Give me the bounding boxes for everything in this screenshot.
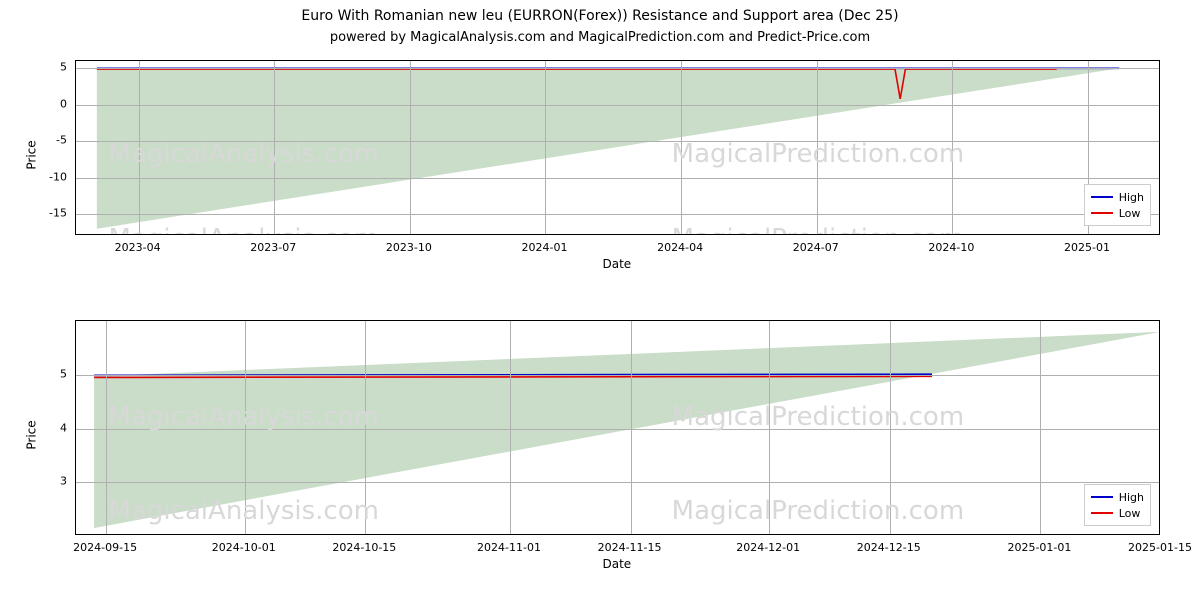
chart-title: Euro With Romanian new leu (EURRON(Forex…: [0, 8, 1200, 24]
gridline-h: [76, 68, 1159, 69]
xtick-label: 2023-10: [386, 241, 432, 254]
xtick-label: 2024-12-01: [736, 541, 800, 554]
legend-line-icon: [1091, 196, 1113, 198]
legend-label: Low: [1119, 207, 1141, 220]
chart-panel-top: MagicalAnalysis.com MagicalPrediction.co…: [75, 60, 1160, 235]
bottom-ylabel: Price: [24, 420, 38, 449]
gridline-h: [76, 178, 1159, 179]
xtick-label: 2025-01-01: [1007, 541, 1071, 554]
top-svg: [76, 61, 1159, 234]
xtick-label: 2025-01: [1064, 241, 1110, 254]
ytick-label: 5: [35, 61, 67, 74]
gridline-v: [817, 61, 818, 234]
gridline-v: [952, 61, 953, 234]
gridline-v: [365, 321, 366, 534]
xtick-label: 2024-01: [521, 241, 567, 254]
xtick-label: 2024-07: [793, 241, 839, 254]
gridline-h: [76, 482, 1159, 483]
ytick-label: 0: [35, 97, 67, 110]
xtick-label: 2024-04: [657, 241, 703, 254]
ytick-label: -15: [35, 207, 67, 220]
plot-area-top: MagicalAnalysis.com MagicalPrediction.co…: [76, 61, 1159, 234]
xtick-label: 2024-09-15: [73, 541, 137, 554]
gridline-v: [769, 321, 770, 534]
gridline-v: [545, 61, 546, 234]
gridline-v: [245, 321, 246, 534]
ytick-label: 3: [35, 475, 67, 488]
legend-label: High: [1119, 491, 1144, 504]
gridline-v: [106, 321, 107, 534]
xtick-label: 2024-10: [928, 241, 974, 254]
legend-label: Low: [1119, 507, 1141, 520]
top-ylabel: Price: [24, 140, 38, 169]
ytick-label: -5: [35, 134, 67, 147]
ytick-label: 5: [35, 367, 67, 380]
gridline-v: [631, 321, 632, 534]
gridline-h: [76, 141, 1159, 142]
bottom-xlabel: Date: [603, 557, 632, 571]
legend-item: High: [1091, 489, 1144, 505]
ytick-label: -10: [35, 170, 67, 183]
xtick-label: 2023-07: [250, 241, 296, 254]
legend-line-icon: [1091, 512, 1113, 514]
top-xlabel: Date: [603, 257, 632, 271]
gridline-v: [1040, 321, 1041, 534]
legend-bottom: High Low: [1084, 484, 1151, 526]
chart-subtitle: powered by MagicalAnalysis.com and Magic…: [0, 30, 1200, 45]
gridline-h: [76, 375, 1159, 376]
xtick-label: 2023-04: [115, 241, 161, 254]
gridline-v: [890, 321, 891, 534]
gridline-v: [139, 61, 140, 234]
legend-item: Low: [1091, 505, 1144, 521]
gridline-h: [76, 429, 1159, 430]
gridline-v: [510, 321, 511, 534]
chart-panel-bottom: MagicalAnalysis.com MagicalPrediction.co…: [75, 320, 1160, 535]
legend-line-icon: [1091, 212, 1113, 214]
xtick-label: 2024-12-15: [857, 541, 921, 554]
gridline-v: [681, 61, 682, 234]
gridline-h: [76, 214, 1159, 215]
gridline-h: [76, 105, 1159, 106]
gridline-v: [274, 61, 275, 234]
xtick-label: 2024-11-15: [598, 541, 662, 554]
xtick-label: 2024-11-01: [477, 541, 541, 554]
legend-label: High: [1119, 191, 1144, 204]
legend-top: High Low: [1084, 184, 1151, 226]
bottom-svg: [76, 321, 1159, 534]
gridline-v: [410, 61, 411, 234]
ytick-label: 4: [35, 421, 67, 434]
legend-item: Low: [1091, 205, 1144, 221]
legend-item: High: [1091, 189, 1144, 205]
xtick-label: 2025-01-15: [1128, 541, 1192, 554]
plot-area-bottom: MagicalAnalysis.com MagicalPrediction.co…: [76, 321, 1159, 534]
legend-line-icon: [1091, 496, 1113, 498]
xtick-label: 2024-10-01: [212, 541, 276, 554]
xtick-label: 2024-10-15: [332, 541, 396, 554]
